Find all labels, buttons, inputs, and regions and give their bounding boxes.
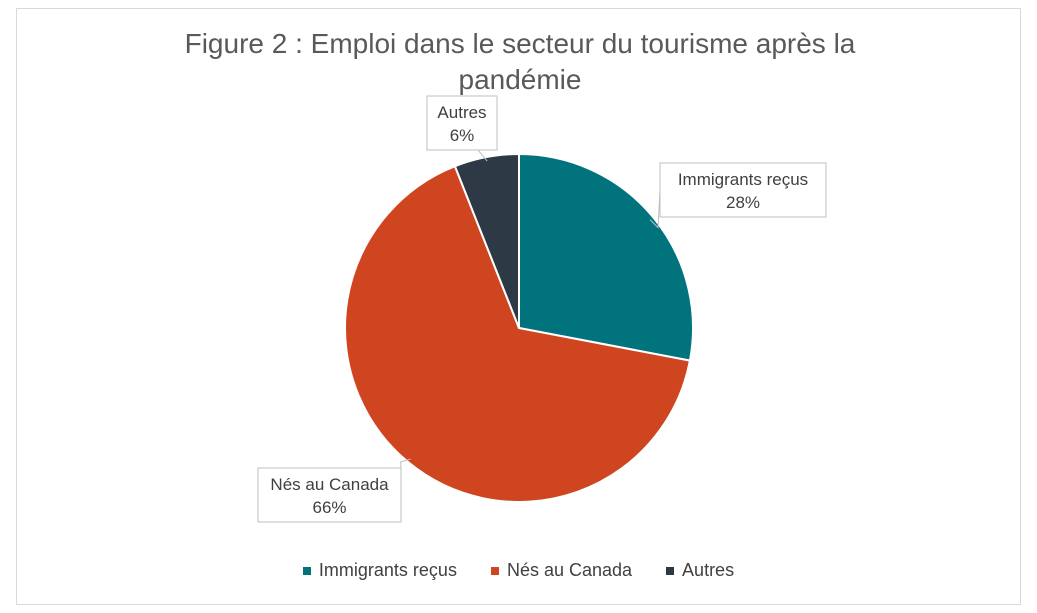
legend: Immigrants reçus Nés au Canada Autres [0,560,1037,581]
legend-label-immigrants-recus: Immigrants reçus [318,560,457,580]
legend-swatch-nes-au-canada [490,566,499,575]
data-label-value-immigrants-recus: 28% [726,193,760,212]
legend-item-autres: Autres [666,560,734,581]
legend-swatch-immigrants-recus [302,566,311,575]
data-label-category-nes-au-canada: Nés au Canada [270,475,389,494]
leader-line-autres [477,149,488,162]
data-label-value-nes-au-canada: 66% [312,498,346,517]
legend-label-autres: Autres [682,560,735,580]
data-label-box-autres [426,95,498,151]
legend-label-nes-au-canada: Nés au Canada [506,560,633,580]
leader-line-immigrants-recus [649,189,661,229]
chart-title: Figure 2 : Emploi dans le secteur du tou… [184,28,856,95]
pie-slice-nes-au-canada [344,164,692,503]
data-label-category-immigrants-recus: Immigrants reçus [678,170,808,189]
legend-item-immigrants-recus: Immigrants reçus [302,560,457,581]
data-label-value-autres: 6% [450,126,475,145]
data-label-box-nes-au-canada [257,467,402,523]
data-label-category-autres: Autres [437,103,486,122]
data-label-box-immigrants-recus [659,162,827,218]
pie-slice-immigrants-recus [518,152,694,362]
legend-item-nes-au-canada: Nés au Canada [490,560,633,581]
pie-slice-autres [453,152,520,329]
leader-line-nes-au-canada [400,458,411,469]
legend-swatch-autres [666,566,675,575]
